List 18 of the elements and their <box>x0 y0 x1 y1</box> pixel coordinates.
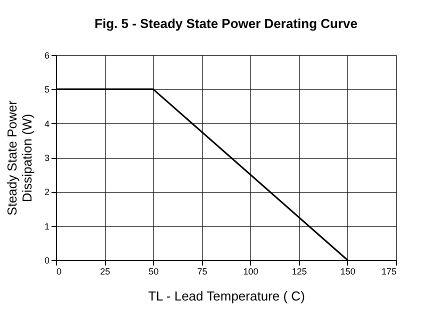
y-tick-label: 2 <box>44 187 50 198</box>
y-axis-title: Steady State Power Dissipation (W) <box>4 100 34 216</box>
y-tick-label: 0 <box>44 256 50 266</box>
x-tick-label: 150 <box>340 266 356 276</box>
y-tick-label: 4 <box>44 118 50 129</box>
x-tick-label: 125 <box>292 266 307 276</box>
x-tick-label: 25 <box>100 266 110 276</box>
y-tick-label: 1 <box>44 221 50 232</box>
x-tick-label: 0 <box>56 266 62 276</box>
chart-title: Fig. 5 - Steady State Power Derating Curve <box>94 16 358 31</box>
y-tick-label: 5 <box>44 84 50 95</box>
x-axis-title: TL - Lead Temperature ( C) <box>148 288 305 304</box>
x-tick-label: 75 <box>197 266 208 276</box>
x-tick-label: 100 <box>243 266 258 276</box>
y-tick-label: 6 <box>44 50 50 60</box>
x-tick-label: 50 <box>148 266 159 276</box>
x-tick-label: 175 <box>381 266 396 276</box>
y-tick-label: 3 <box>44 153 50 163</box>
